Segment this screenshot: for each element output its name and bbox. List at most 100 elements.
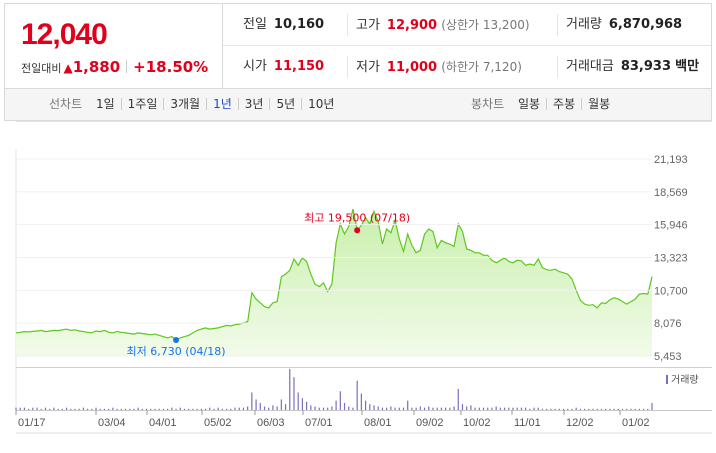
- volume-bar: [289, 369, 291, 410]
- volume-bar: [167, 408, 169, 410]
- volume-bar: [129, 408, 131, 410]
- candle-daily[interactable]: 일봉: [517, 97, 541, 111]
- volume-bar: [529, 408, 531, 410]
- volume-bar: [112, 407, 114, 410]
- volume-bar: [499, 407, 501, 410]
- volume-bar: [322, 407, 325, 410]
- volume-bar: [15, 407, 17, 410]
- volume-bar: [609, 408, 611, 410]
- volume-bar: [95, 407, 97, 410]
- change-percent: +18.50%: [133, 58, 209, 76]
- amount-label: 거래대금: [566, 59, 614, 74]
- volume-bar: [554, 408, 556, 410]
- period-1d[interactable]: 1일: [95, 97, 115, 111]
- current-price: 12,040: [21, 18, 108, 51]
- volume-bar: [28, 408, 30, 410]
- volume-bar: [124, 408, 127, 410]
- volume-bar: [145, 408, 148, 410]
- volume-bar: [495, 406, 497, 410]
- volume-bar: [335, 400, 337, 410]
- volume-bar: [592, 408, 594, 410]
- info-table: 전일 10,160 고가 12,900 (상한가 13,200) 거래량 6,870,…: [223, 4, 711, 88]
- y-tick-label: 8,076: [654, 318, 682, 330]
- x-tick-label: 01/02: [622, 417, 650, 429]
- volume-bar: [487, 407, 489, 410]
- info-row: 시가 11,150 저가 11,000 (하한가 7,120) 거래대금 83,933…: [223, 46, 711, 88]
- volume-bar: [137, 407, 139, 410]
- candle-chart-label: 봉차트: [471, 97, 505, 111]
- volume-bar: [390, 406, 392, 410]
- open-value: 11,150: [273, 59, 325, 74]
- volume-bar: [280, 399, 282, 410]
- period-3y[interactable]: 3년: [237, 98, 270, 110]
- volume-bar: [482, 407, 485, 410]
- volume-bar: [516, 407, 518, 410]
- volume-bar: [141, 408, 143, 410]
- period-1y[interactable]: 1년: [206, 98, 238, 110]
- chart-period-bar: 선차트 1일 1주일 3개월 1년 3년 5년 10년 봉차트 일봉 주봉 월봉: [4, 89, 712, 121]
- volume-bar: [432, 407, 434, 410]
- divider: [126, 60, 128, 73]
- x-axis: 01/17 03/04 04/01 05/02 06/03 07/01 08/01 09/02…: [15, 410, 650, 429]
- volume-bar: [40, 408, 42, 410]
- period-1w[interactable]: 1주일: [120, 98, 164, 110]
- change-row: 전일대비 ▲1,880 +18.50%: [21, 58, 208, 76]
- volume-bar: [364, 400, 367, 410]
- prev-close-value: 10,160: [273, 17, 325, 32]
- x-tick-label: 06/03: [257, 417, 285, 429]
- x-tick-label: 11/01: [514, 417, 541, 429]
- info-row: 전일 10,160 고가 12,900 (상한가 13,200) 거래량 6,870,…: [223, 4, 711, 46]
- volume-bar: [116, 408, 118, 410]
- x-tick-label: 12/02: [566, 417, 594, 429]
- high-label: 고가: [356, 18, 380, 33]
- period-3m[interactable]: 3개월: [163, 98, 206, 110]
- volume-bar: [503, 407, 506, 410]
- volume-bar: [57, 408, 59, 410]
- volume-bar: [440, 407, 443, 410]
- volume-bar: [204, 408, 207, 410]
- candle-weekly[interactable]: 주봉: [546, 98, 581, 110]
- period-10y[interactable]: 10년: [301, 98, 340, 110]
- volume-bar: [284, 404, 287, 410]
- low-label: 저가: [356, 60, 380, 75]
- high-price: 고가 12,900 (상한가 13,200): [347, 14, 530, 36]
- volume-bar: [158, 408, 160, 410]
- prev-close: 전일 10,160: [243, 4, 324, 46]
- volume-bar: [225, 408, 228, 410]
- change-label: 전일대비: [21, 62, 62, 75]
- volume-bar: [575, 407, 577, 410]
- volume-bar: [263, 406, 266, 410]
- volume-bar: [596, 408, 598, 410]
- volume-bar: [103, 408, 106, 410]
- candle-monthly[interactable]: 월봉: [581, 98, 616, 110]
- price-box: 12,040 전일대비 ▲1,880 +18.50%: [5, 4, 223, 88]
- volume-bar: [445, 407, 447, 410]
- volume-bar: [314, 406, 316, 410]
- volume-bar: [150, 408, 152, 410]
- up-triangle-icon: ▲: [63, 61, 73, 75]
- volume-bar: [343, 402, 346, 410]
- period-5y[interactable]: 5년: [269, 98, 301, 110]
- volume-bar: [436, 407, 438, 410]
- volume-bar: [411, 407, 413, 410]
- volume-bar: [605, 408, 607, 410]
- volume-bar: [386, 407, 388, 410]
- low-price: 저가 11,000 (하한가 7,120): [347, 56, 522, 78]
- volume-bar: [626, 408, 628, 410]
- volume-bar: [369, 404, 371, 410]
- volume-bar: [306, 401, 308, 410]
- volume-bar: [457, 388, 459, 410]
- volume-bar: [407, 400, 409, 410]
- open-price: 시가 11,150: [243, 46, 324, 88]
- volume-bar: [247, 406, 249, 410]
- y-tick-label: 13,323: [654, 253, 688, 265]
- volume-bar: [613, 408, 615, 410]
- volume-bar: [74, 408, 76, 410]
- volume-bar: [23, 407, 26, 410]
- volume-bar: [133, 408, 135, 410]
- volume-bar: [331, 406, 333, 410]
- volume-bar: [36, 407, 38, 410]
- volume-bar: [600, 408, 603, 410]
- x-tick-label: 05/02: [204, 417, 232, 429]
- volume-bar: [276, 406, 278, 410]
